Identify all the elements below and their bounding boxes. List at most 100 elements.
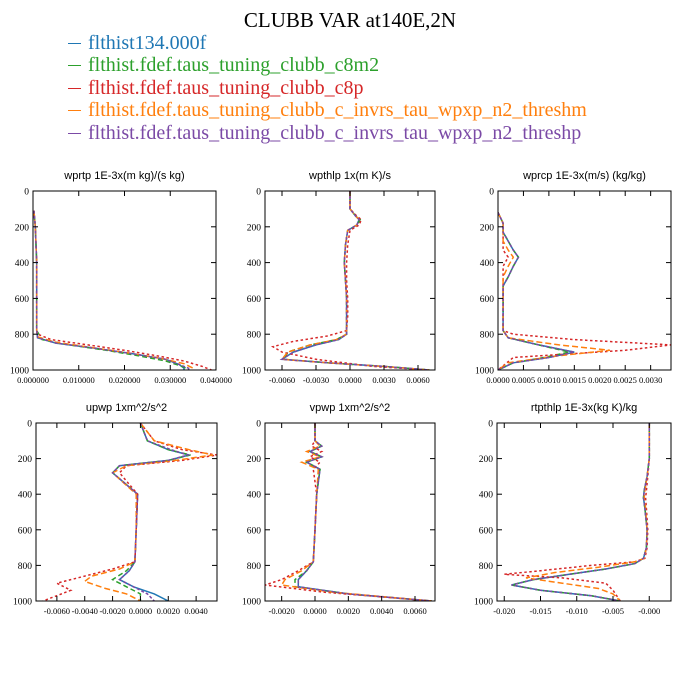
x-tick-label: 0.0000 [303, 606, 326, 616]
legend-entry: flthist134.000f [68, 32, 587, 55]
subplot: vpwp 1xm^2/s^2 0 200 400 600 800 1000 -0.0020 0.… [242, 402, 436, 616]
series-line [280, 191, 430, 370]
y-tick-label: 600 [480, 295, 495, 305]
y-tick-label: 1000 [474, 598, 493, 608]
legend-swatch [68, 42, 81, 44]
figure-title: CLUBB VAR at140E,2N [243, 8, 457, 32]
y-tick-label: 800 [15, 331, 30, 341]
y-tick-label: 200 [247, 455, 262, 465]
plot-frame [264, 422, 436, 602]
y-tick-label: 600 [18, 526, 33, 536]
y-tick-label: 0 [489, 188, 494, 198]
y-tick-label: 1000 [475, 367, 494, 377]
y-tick-label: 200 [247, 223, 262, 233]
legend: flthist134.000f flthist.fdef.taus_tuning_… [68, 32, 587, 145]
y-tick-label: 600 [247, 526, 262, 536]
series-line [279, 191, 430, 370]
series-line [498, 212, 671, 370]
x-tick-label: 0.0040 [184, 606, 207, 616]
legend-entry: flthist.fdef.taus_tuning_clubb_c_invrs_t… [68, 122, 587, 145]
x-tick-label: 0.0000 [486, 375, 509, 385]
series-group [33, 210, 212, 370]
series-line [294, 423, 432, 601]
y-tick-label: 400 [247, 259, 262, 269]
series-line [270, 191, 430, 370]
x-tick-label: -0.000 [638, 606, 660, 616]
legend-label: flthist.fdef.taus_tuning_clubb_c8m2 [88, 54, 380, 77]
x-tick-label: 0.0000 [129, 606, 152, 616]
y-tick-label: 1000 [242, 598, 261, 608]
series-line [111, 423, 190, 601]
x-tick-label: 0.0060 [406, 375, 429, 385]
x-tick-label: 0.040000 [200, 375, 232, 385]
series-line [511, 423, 651, 601]
y-tick-label: 200 [479, 455, 494, 465]
subplot-title: wprcp 1E-3x(m/s) (kg/kg) [522, 170, 646, 182]
y-tick-label: 800 [247, 562, 262, 572]
series-line [498, 212, 575, 370]
series-line [33, 210, 185, 370]
x-tick-label: -0.0040 [72, 606, 98, 616]
x-tick-label: 0.0020 [588, 375, 611, 385]
y-tick-label: 200 [15, 223, 30, 233]
x-tick-label: 0.0030 [639, 375, 662, 385]
series-line [279, 191, 430, 370]
y-tick-label: 0 [256, 188, 261, 198]
y-tick-label: 400 [18, 491, 33, 501]
x-tick-label: 0.0040 [370, 606, 393, 616]
y-tick-label: 0 [256, 420, 261, 430]
y-tick-label: 800 [480, 331, 495, 341]
legend-entry: flthist.fdef.taus_tuning_clubb_c8m2 [68, 54, 587, 78]
x-tick-label: 0.0010 [537, 375, 560, 385]
subplot: wprtp 1E-3x(m kg)/(s kg) 0 200 400 600 800 100… [10, 170, 232, 385]
series-line [498, 212, 610, 370]
x-tick-label: 0.0060 [403, 606, 426, 616]
x-tick-label: -0.0060 [44, 606, 70, 616]
subplot-title: vpwp 1xm^2/s^2 [310, 402, 391, 414]
x-tick-label: 0.0025 [614, 375, 637, 385]
series-line [111, 423, 191, 601]
y-tick-label: 400 [479, 491, 494, 501]
series-line [498, 212, 575, 370]
y-tick-label: 600 [15, 295, 30, 305]
series-group [42, 423, 217, 601]
series-group [270, 191, 430, 370]
subplot-title: rtpthlp 1E-3x(kg K)/kg [531, 402, 637, 414]
y-tick-label: 400 [15, 259, 30, 269]
y-tick-label: 1000 [242, 367, 261, 377]
x-tick-label: -0.0020 [99, 606, 125, 616]
y-tick-label: 400 [480, 259, 495, 269]
series-line [498, 212, 570, 370]
x-tick-label: -0.020 [493, 606, 515, 616]
x-tick-label: 0.010000 [63, 375, 95, 385]
y-tick-label: 600 [247, 295, 262, 305]
y-tick-label: 200 [480, 223, 495, 233]
y-tick-label: 0 [24, 188, 29, 198]
plot-frame [264, 190, 436, 371]
series-line [511, 423, 651, 601]
x-tick-label: 0.0015 [563, 375, 586, 385]
plot-frame [497, 190, 672, 371]
series-line [33, 210, 212, 370]
legend-label: flthist.fdef.taus_tuning_clubb_c8p [88, 76, 364, 99]
subplot-title: upwp 1xm^2/s^2 [86, 402, 167, 414]
series-line [33, 210, 190, 370]
y-tick-label: 400 [247, 491, 262, 501]
x-tick-label: 0.0030 [372, 375, 395, 385]
y-tick-label: 1000 [13, 598, 32, 608]
legend-swatch [68, 87, 81, 89]
legend-label: flthist.fdef.taus_tuning_clubb_c_invrs_t… [88, 99, 587, 122]
y-tick-label: 1000 [10, 367, 29, 377]
subplot-title: wpthlp 1x(m K)/s [308, 170, 391, 182]
legend-label: flthist134.000f [88, 31, 207, 54]
plot-frame [496, 422, 672, 602]
legend-swatch [68, 65, 81, 67]
y-tick-label: 600 [479, 526, 494, 536]
x-tick-label: 0.0005 [512, 375, 535, 385]
series-line [297, 423, 432, 601]
series-line [33, 210, 190, 370]
x-tick-label: 0.030000 [154, 375, 186, 385]
series-group [504, 423, 651, 601]
series-line [525, 423, 651, 601]
